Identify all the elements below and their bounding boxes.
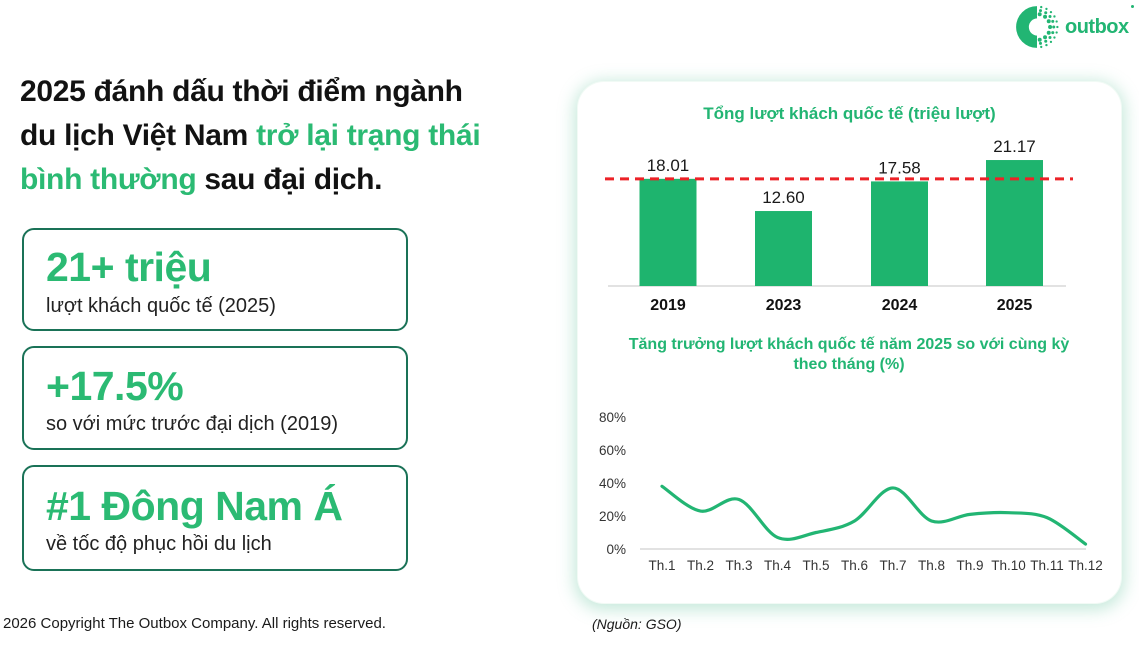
- bar-value-label: 18.01: [647, 156, 690, 175]
- bar-value-label: 21.17: [993, 137, 1036, 156]
- bar-2024: [871, 181, 928, 286]
- line-chart: 0% 20% 40% 60% 80% Th.1 Th.2 Th.3 Th.4 Th.5 Th.6 Th…: [599, 410, 1103, 573]
- stat-value: +17.5%: [46, 362, 184, 409]
- bar-2025: [986, 160, 1043, 286]
- x-tick-label: Th.10: [991, 558, 1026, 573]
- x-tick-label: Th.7: [879, 558, 906, 573]
- stat-label: so với mức trước đại dịch (2019): [46, 413, 338, 436]
- x-tick-label: Th.3: [725, 558, 752, 573]
- stat-label: lượt khách quốc tế (2025): [46, 294, 276, 317]
- bar-category-label: 2024: [882, 297, 918, 314]
- bar-chart-title: Tổng lượt khách quốc tế (triệu lượt): [703, 104, 996, 123]
- y-tick-label: 60%: [599, 443, 626, 458]
- headline-line2-highlight: trở lại trạng thái: [256, 119, 481, 152]
- page-title: 2025 đánh dấu thời điểm ngành du lịch Vi…: [20, 70, 572, 202]
- x-tick-label: Th.6: [841, 558, 868, 573]
- logo-trademark-dot: [1130, 5, 1134, 8]
- y-tick-label: 0%: [606, 542, 626, 557]
- stat-card-growth-vs-2019: +17.5% so với mức trước đại dịch (2019): [22, 346, 408, 450]
- y-tick-label: 20%: [599, 509, 626, 524]
- growth-line-series: [660, 484, 1088, 546]
- x-tick-label: Th.11: [1030, 558, 1064, 573]
- bar-chart: 18.01 2019 12.60 2023 17.58 2024 21.17 2025: [605, 137, 1073, 314]
- headline-line1: 2025 đánh dấu thời điểm ngành: [20, 75, 463, 108]
- stat-card-sea-ranking: #1 Đông Nam Á về tốc độ phục hồi du lịch: [22, 465, 408, 571]
- bar-2023: [755, 211, 812, 286]
- x-tick-label: Th.8: [918, 558, 945, 573]
- x-tick-label: Th.2: [687, 558, 714, 573]
- x-tick-label: Th.9: [956, 558, 983, 573]
- outbox-wordmark: outbox: [1065, 15, 1129, 38]
- bar-category-label: 2023: [766, 297, 802, 314]
- copyright-text: 2026 Copyright The Outbox Company. All r…: [3, 615, 386, 632]
- stat-card-international-visitors: 21+ triệu lượt khách quốc tế (2025): [22, 228, 408, 331]
- line-chart-title: Tăng trưởng lượt khách quốc tế năm 2025 …: [628, 336, 1070, 373]
- source-note: (Nguồn: GSO): [592, 616, 682, 632]
- y-tick-label: 80%: [599, 410, 626, 425]
- headline-line3-highlight: bình thường: [20, 163, 205, 196]
- outbox-logo: outbox: [1014, 4, 1134, 50]
- headline-line3-dark: sau đại dịch.: [204, 163, 383, 196]
- charts-card: Tổng lượt khách quốc tế (triệu lượt) 18.…: [578, 82, 1121, 603]
- outbox-logo-icon: [1016, 5, 1059, 49]
- bar-value-label: 17.58: [878, 158, 921, 177]
- bar-category-label: 2025: [997, 297, 1033, 314]
- x-tick-label: Th.12: [1068, 558, 1103, 573]
- y-tick-label: 40%: [599, 476, 626, 491]
- stat-value: 21+ triệu: [46, 244, 212, 291]
- x-tick-label: Th.1: [648, 558, 675, 573]
- stat-label: về tốc độ phục hồi du lịch: [46, 533, 272, 556]
- x-tick-label: Th.4: [764, 558, 792, 573]
- bar-value-label: 12.60: [762, 188, 805, 207]
- x-tick-label: Th.5: [802, 558, 829, 573]
- headline-line2-dark: du lịch Việt Nam: [20, 119, 257, 152]
- bar-2019: [639, 178, 697, 286]
- stat-value: #1 Đông Nam Á: [46, 482, 343, 529]
- bar-category-label: 2019: [650, 297, 686, 314]
